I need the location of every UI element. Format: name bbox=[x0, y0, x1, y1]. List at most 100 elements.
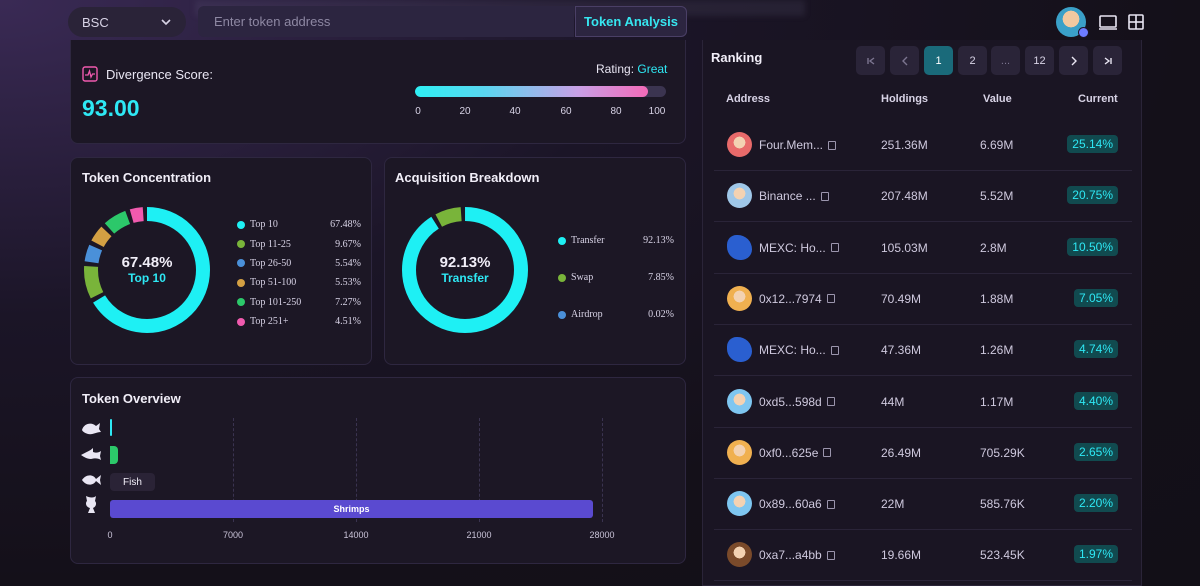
holder-current-badge: 20.75% bbox=[1067, 186, 1118, 205]
column-current: Current bbox=[1078, 93, 1118, 105]
copy-icon[interactable] bbox=[823, 448, 832, 458]
score-tick: 0 bbox=[415, 106, 421, 117]
table-row[interactable]: 0xf0...625e 26.49M 705.29K 2.65% bbox=[714, 428, 1132, 479]
holder-value: 705.29K bbox=[980, 445, 1025, 460]
bar-whales[interactable] bbox=[110, 419, 112, 436]
legend-item[interactable]: Transfer 92.13% bbox=[558, 222, 674, 259]
acquisition-legend: Transfer 92.13% Swap 7.85% Airdrop 0.02% bbox=[558, 222, 674, 333]
legend-dot bbox=[237, 240, 245, 249]
prev-page-button[interactable] bbox=[890, 46, 919, 75]
holder-avatar bbox=[727, 337, 752, 363]
shark-icon bbox=[81, 448, 101, 460]
legend-label: Top 101-250 bbox=[250, 296, 302, 308]
table-row[interactable]: MEXC: Ho... 47.36M 1.26M 4.74% bbox=[714, 325, 1132, 377]
holder-address-text: 0xf0...625e bbox=[759, 445, 819, 460]
legend-item[interactable]: Airdrop 0.02% bbox=[558, 296, 674, 333]
acquisition-center-pct: 92.13% bbox=[439, 254, 491, 271]
grid-line bbox=[602, 418, 603, 522]
legend-item[interactable]: Top 251+ 4.51% bbox=[237, 312, 361, 331]
holder-holdings: 207.48M bbox=[881, 189, 928, 204]
copy-icon[interactable] bbox=[830, 243, 839, 253]
copy-icon[interactable] bbox=[830, 345, 839, 355]
score-tick: 20 bbox=[459, 106, 471, 117]
axis-tick: 0 bbox=[107, 530, 113, 540]
holder-address[interactable]: 0x89...60a6 bbox=[759, 497, 835, 511]
copy-icon[interactable] bbox=[820, 191, 829, 201]
bar-sharks[interactable] bbox=[110, 446, 118, 464]
legend-pct: 67.48% bbox=[330, 219, 361, 231]
last-page-button[interactable] bbox=[1093, 46, 1122, 75]
copy-icon[interactable] bbox=[826, 397, 835, 406]
holder-address[interactable]: 0x12...7974 bbox=[759, 292, 835, 306]
legend-dot bbox=[558, 273, 566, 282]
score-tick: 40 bbox=[509, 106, 521, 117]
legend-label: Top 10 bbox=[250, 219, 278, 231]
table-row[interactable]: 0xd5...598d 44M 1.17M 4.40% bbox=[714, 377, 1132, 428]
holder-address[interactable]: 0xa7...a4bb bbox=[759, 548, 835, 562]
holder-holdings: 251.36M bbox=[881, 138, 928, 152]
acquisition-breakdown-card bbox=[384, 157, 686, 365]
shrimps-bar-label: Shrimps bbox=[333, 504, 370, 514]
page-2-button[interactable]: 2 bbox=[958, 46, 987, 75]
holder-address[interactable]: 0xf0...625e bbox=[759, 445, 832, 460]
token-analysis-button[interactable]: Token Analysis bbox=[575, 6, 687, 37]
legend-item[interactable]: Top 101-250 7.27% bbox=[237, 293, 361, 312]
network-badge-icon bbox=[1078, 27, 1089, 38]
holder-holdings: 19.66M bbox=[881, 548, 922, 563]
legend-pct: 4.51% bbox=[335, 316, 361, 328]
legend-label: Top 251+ bbox=[250, 316, 289, 328]
holder-address[interactable]: Four.Mem... bbox=[759, 138, 837, 152]
holder-current-badge: 1.97% bbox=[1073, 545, 1118, 564]
legend-label: Swap bbox=[571, 272, 594, 283]
donut-slice[interactable] bbox=[84, 207, 210, 333]
holder-current-badge: 25.14% bbox=[1067, 135, 1118, 153]
legend-item[interactable]: Top 26-50 5.54% bbox=[237, 254, 361, 273]
table-row[interactable]: 0xa7...a4bb 19.66M 523.45K 1.97% bbox=[714, 530, 1132, 582]
table-row[interactable]: Binance ... 207.48M 5.52M 20.75% bbox=[714, 171, 1132, 223]
holder-address[interactable]: MEXC: Ho... bbox=[759, 241, 839, 255]
page-ellipsis[interactable]: ... bbox=[991, 46, 1020, 75]
legend-item[interactable]: Top 11-25 9.67% bbox=[237, 234, 361, 253]
table-row[interactable]: Four.Mem... 251.36M 6.69M 25.14% bbox=[714, 120, 1132, 171]
table-row[interactable]: MEXC: Ho... 105.03M 2.8M 10.50% bbox=[714, 223, 1132, 274]
legend-item[interactable]: Top 51-100 5.53% bbox=[237, 273, 361, 292]
page-12-button[interactable]: 12 bbox=[1025, 46, 1054, 75]
token-address-input[interactable] bbox=[198, 6, 574, 37]
monitor-icon[interactable] bbox=[1098, 12, 1118, 32]
copy-icon[interactable] bbox=[826, 294, 835, 304]
first-page-button[interactable] bbox=[856, 46, 885, 75]
donut-slice[interactable] bbox=[402, 207, 528, 333]
page-1-button[interactable]: 1 bbox=[924, 46, 953, 75]
legend-item[interactable]: Swap 7.85% bbox=[558, 259, 674, 296]
divergence-score: 93.00 bbox=[82, 95, 140, 121]
holder-address[interactable]: Binance ... bbox=[759, 189, 829, 203]
holder-address[interactable]: 0xd5...598d bbox=[759, 395, 835, 409]
legend-item[interactable]: Top 10 67.48% bbox=[237, 215, 361, 234]
last-page-icon bbox=[1104, 56, 1112, 65]
holder-current-badge: 4.40% bbox=[1073, 391, 1118, 410]
table-row[interactable]: 0x12...7974 70.49M 1.88M 7.05% bbox=[714, 274, 1132, 325]
fish-icon bbox=[82, 475, 101, 485]
score-tick: 80 bbox=[610, 106, 622, 117]
pulse-icon bbox=[82, 66, 98, 82]
next-page-button[interactable] bbox=[1059, 46, 1088, 75]
ranking-title: Ranking bbox=[711, 50, 763, 65]
grid-line bbox=[356, 418, 357, 522]
chain-select[interactable]: BSC bbox=[68, 7, 186, 37]
table-row[interactable]: 0x89...60a6 22M 585.76K 2.20% bbox=[714, 479, 1132, 531]
copy-icon[interactable] bbox=[828, 140, 837, 150]
legend-dot bbox=[237, 220, 245, 229]
copy-icon[interactable] bbox=[826, 499, 835, 509]
bar-shrimps[interactable]: Shrimps bbox=[110, 500, 593, 518]
axis-tick: 7000 bbox=[222, 530, 244, 540]
layout-grid-icon[interactable] bbox=[1126, 12, 1146, 32]
legend-dot bbox=[237, 298, 245, 307]
divergence-label-row: Divergence Score: bbox=[82, 66, 213, 82]
holder-address[interactable]: MEXC: Ho... bbox=[759, 343, 839, 357]
legend-pct: 92.13% bbox=[643, 235, 674, 246]
copy-icon[interactable] bbox=[826, 550, 835, 560]
donut-slice[interactable] bbox=[84, 207, 210, 333]
holder-avatar bbox=[727, 491, 752, 517]
holder-current-badge: 2.65% bbox=[1073, 442, 1118, 461]
legend-label: Transfer bbox=[571, 235, 605, 246]
